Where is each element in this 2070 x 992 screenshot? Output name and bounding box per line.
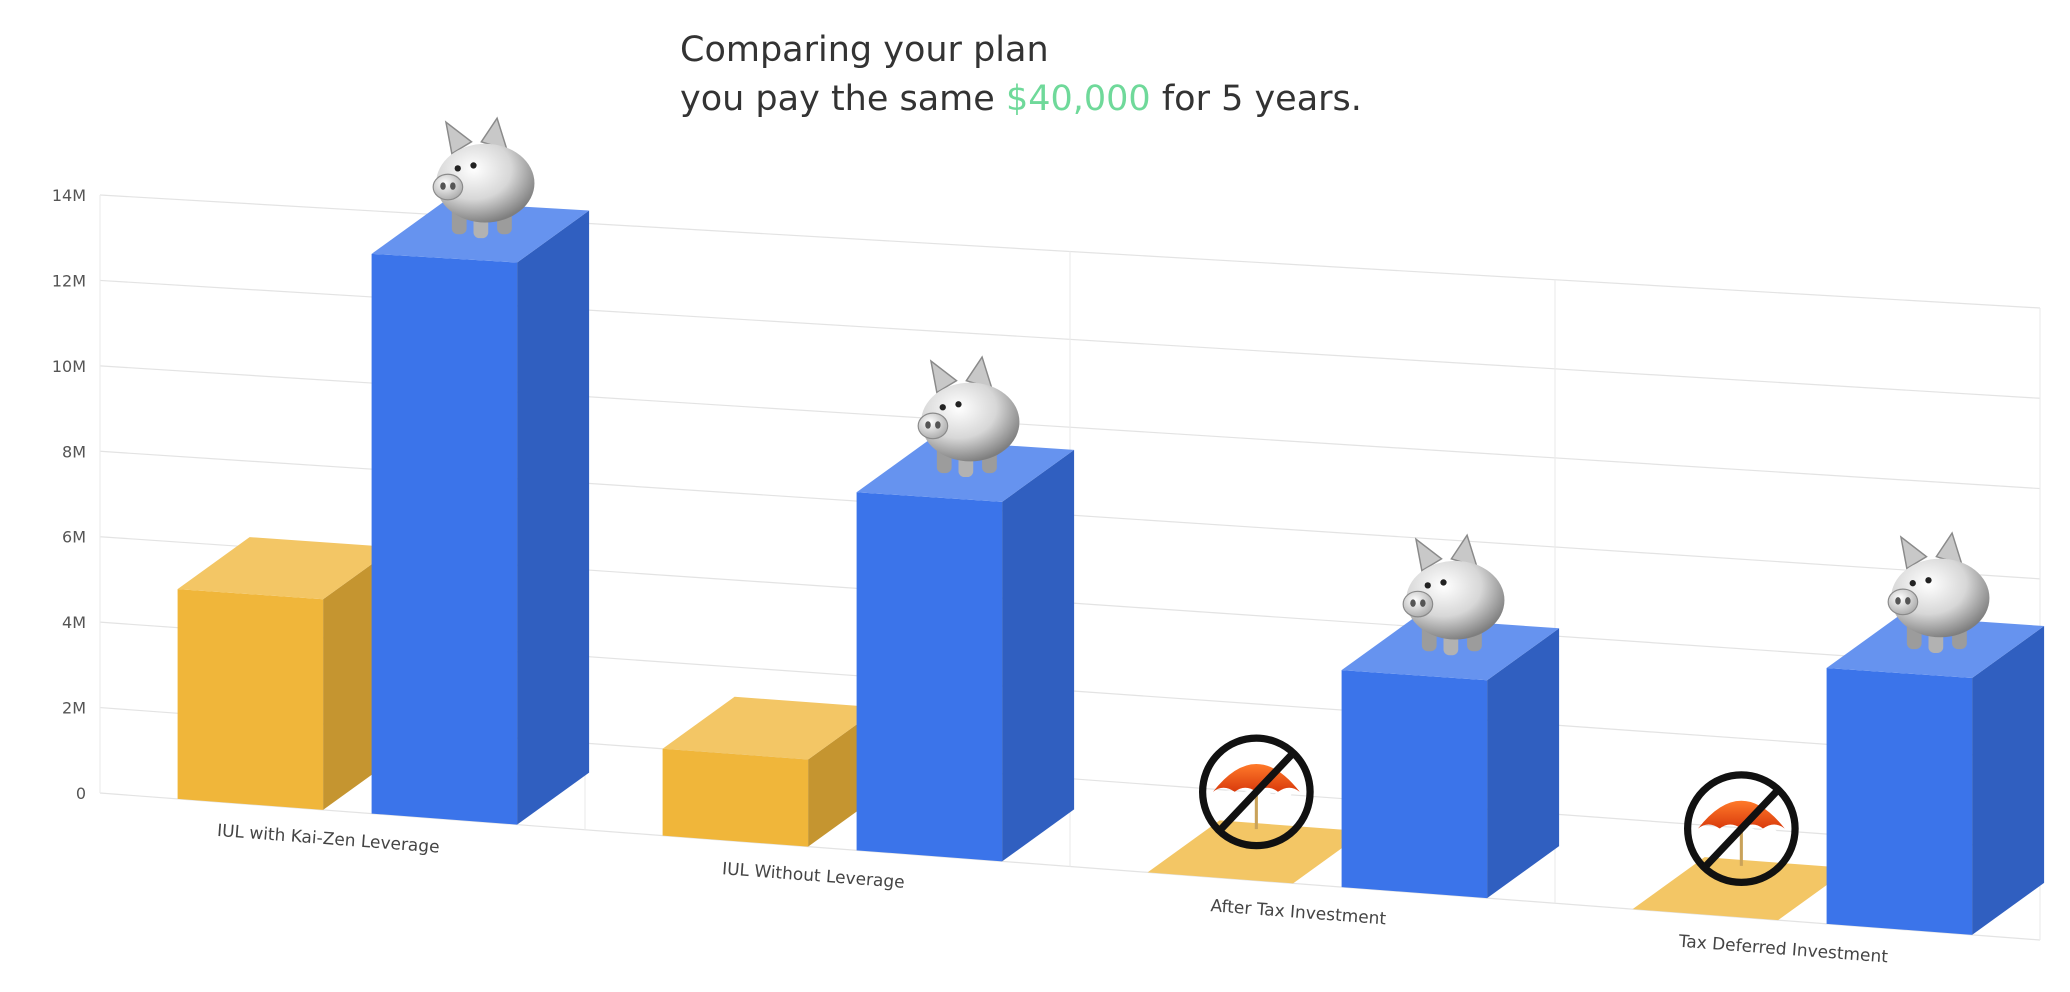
x-category-label: IUL with Kai-Zen Leverage bbox=[216, 821, 440, 858]
bar bbox=[662, 696, 881, 847]
header-amount: $40,000 bbox=[1005, 79, 1151, 119]
chart-header: Comparing your plan you pay the same $40… bbox=[680, 26, 1362, 124]
header-line-2: you pay the same $40,000 for 5 years. bbox=[680, 75, 1362, 124]
header-line-2-after: for 5 years. bbox=[1161, 79, 1362, 119]
y-tick-label: 0 bbox=[76, 784, 86, 803]
y-tick-label: 14M bbox=[52, 186, 86, 205]
bar bbox=[1341, 618, 1560, 899]
y-tick-label: 12M bbox=[52, 271, 86, 290]
header-line-1: Comparing your plan bbox=[680, 30, 1049, 70]
bar bbox=[1632, 857, 1851, 921]
y-tick-label: 4M bbox=[62, 613, 86, 632]
header-line-2-before: you pay the same bbox=[680, 79, 995, 119]
y-tick-label: 2M bbox=[62, 699, 86, 718]
bar bbox=[1826, 616, 2045, 935]
x-category-label: Tax Deferred Investment bbox=[1677, 932, 1889, 968]
y-tick-label: 8M bbox=[62, 442, 86, 461]
bar bbox=[856, 440, 1075, 862]
bar bbox=[371, 201, 590, 825]
y-tick-label: 6M bbox=[62, 528, 86, 547]
x-category-label: After Tax Investment bbox=[1210, 896, 1387, 929]
x-category-label: IUL Without Leverage bbox=[721, 859, 905, 893]
y-tick-label: 10M bbox=[52, 357, 86, 376]
bar bbox=[177, 537, 396, 810]
bar bbox=[1147, 820, 1366, 884]
